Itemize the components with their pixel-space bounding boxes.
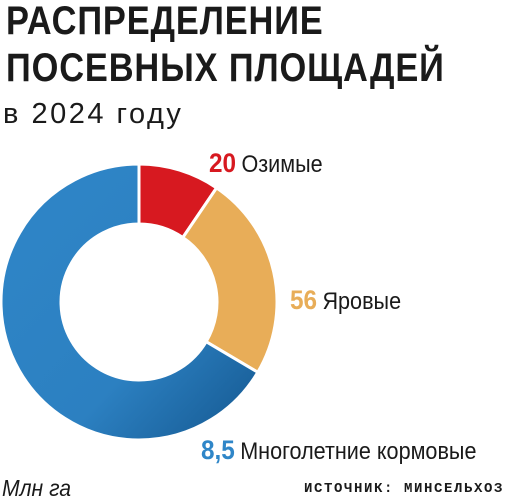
chart-title-line-1: РАСПРЕДЕЛЕНИЕ xyxy=(6,0,324,43)
slice-spring xyxy=(180,185,279,375)
slice-name-spring: Яровые xyxy=(322,288,402,315)
chart-title: РАСПРЕДЕЛЕНИЕ ПОСЕВНЫХ ПЛОЩАДЕЙ xyxy=(6,0,445,92)
source-note: ИСТОЧНИК: МИНСЕЛЬХОЗ xyxy=(303,481,504,497)
slice-name-winter: Озимые xyxy=(241,151,323,178)
unit-note: Млн га xyxy=(2,475,72,501)
slice-forage xyxy=(0,162,260,442)
slice-name-forage: Многолетние кормовые xyxy=(240,438,477,465)
chart-title-line-2: ПОСЕВНЫХ ПЛОЩАДЕЙ xyxy=(6,46,445,90)
chart-subtitle: в 2024 году xyxy=(3,98,184,130)
slice-label-forage: 8,5 Многолетние кормовые xyxy=(201,436,476,466)
donut-slices xyxy=(0,162,279,442)
slice-value-forage: 8,5 xyxy=(201,435,235,465)
slice-label-spring: 56 Яровые xyxy=(290,286,401,316)
slice-label-winter: 20 Озимые xyxy=(209,149,323,179)
slice-value-winter: 20 xyxy=(209,148,237,178)
slice-value-spring: 56 xyxy=(290,285,318,315)
